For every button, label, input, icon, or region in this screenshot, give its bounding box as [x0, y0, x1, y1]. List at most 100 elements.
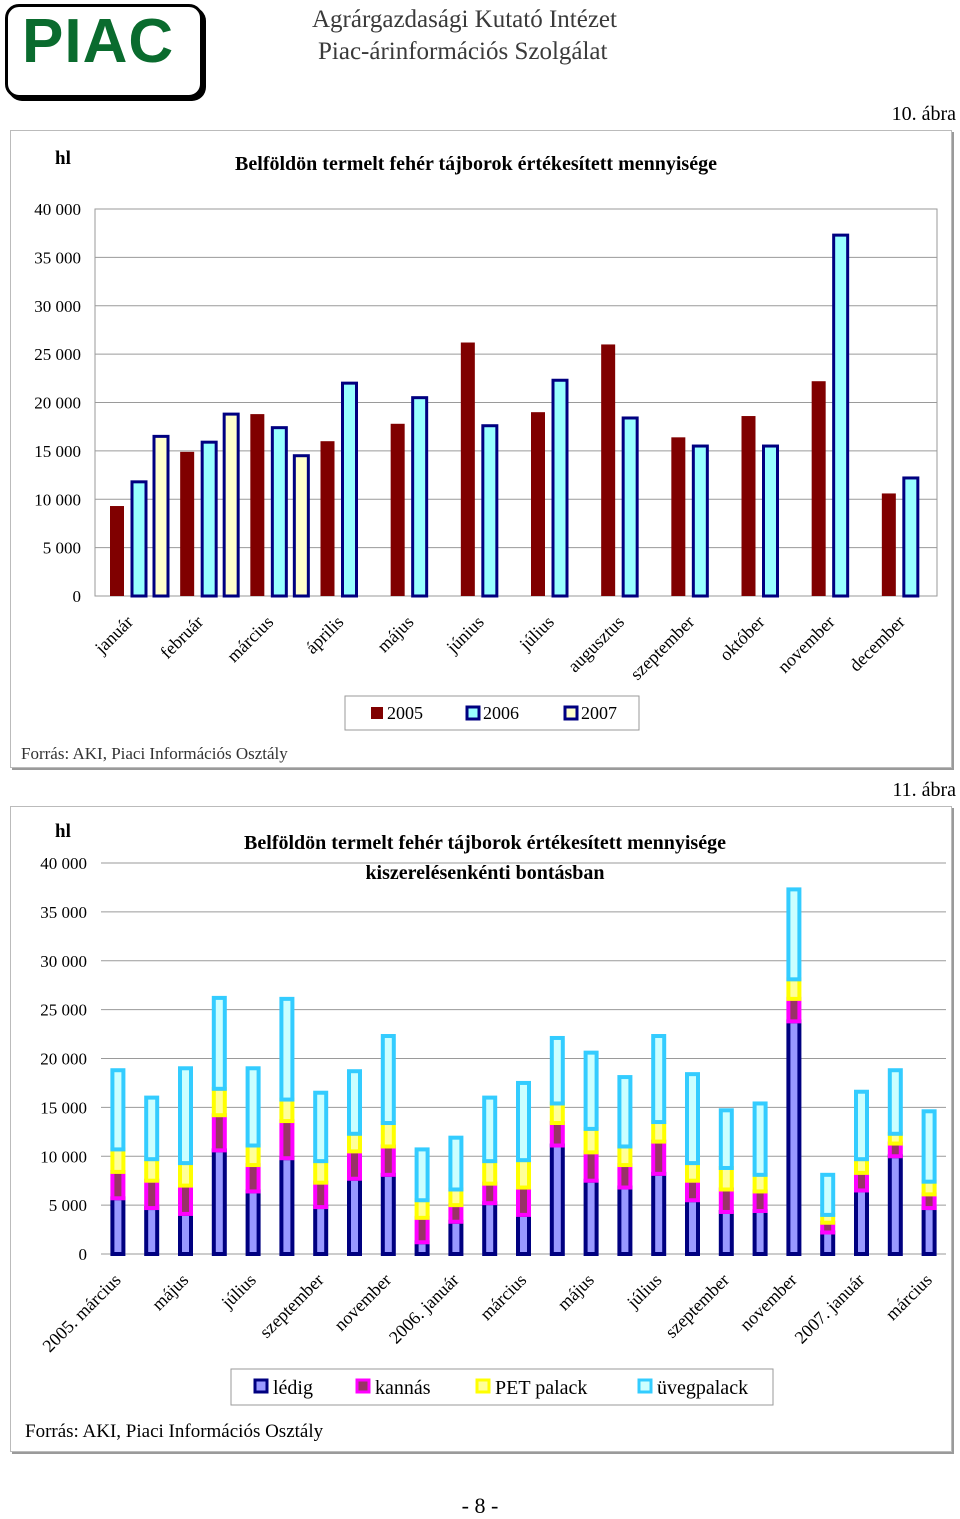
bar-2005-március — [250, 414, 265, 596]
bar-lédig — [516, 1212, 531, 1256]
bar-2006-január — [130, 480, 148, 598]
bar-kannás — [178, 1183, 193, 1216]
bar-kannás — [211, 1113, 227, 1153]
bar-lédig — [854, 1188, 869, 1256]
bar-kannás — [854, 1170, 869, 1193]
chart-10-x-tick-label: április — [301, 612, 347, 658]
bar-2007-január — [152, 434, 170, 598]
bar-üvegpalack — [178, 1066, 193, 1166]
bar-üvegpalack — [685, 1072, 700, 1166]
bar-kannás — [414, 1215, 430, 1245]
bar-üvegpalack — [516, 1080, 531, 1163]
bar-kannás — [482, 1181, 498, 1206]
chart-10-x-tick-label: június — [442, 612, 488, 658]
bar-2006-április — [341, 381, 358, 598]
bar-üvegpalack — [144, 1095, 160, 1162]
chart-11-x-tick-label: november — [736, 1270, 801, 1335]
bar-lédig — [651, 1171, 667, 1256]
bar-üvegpalack — [887, 1068, 903, 1136]
bar-üvegpalack — [380, 1034, 396, 1126]
figure-10-label: 10. ábra — [891, 103, 956, 125]
bar-2005-január — [110, 506, 124, 596]
chart-10-x-tick-label: január — [90, 612, 137, 659]
bar-2006-október — [762, 444, 779, 598]
bar-lédig — [820, 1230, 836, 1256]
chart-11-x-tick-label: július — [217, 1270, 260, 1313]
bar-kannás — [347, 1149, 362, 1181]
chart-10-x-tick-label: augusztus — [564, 612, 628, 676]
chart-10-y-tick-label: 25 000 — [34, 345, 81, 364]
bar-PET palack — [448, 1187, 464, 1208]
chart-11-x-tick-label: május — [553, 1270, 598, 1315]
bar-lédig — [921, 1206, 937, 1256]
bar-2007-március — [292, 454, 310, 598]
bar-PET palack — [752, 1172, 768, 1194]
bar-2006-június — [481, 424, 499, 598]
chart-10-y-tick-label: 10 000 — [34, 490, 81, 509]
bar-üvegpalack — [245, 1066, 261, 1148]
chart-11-y-tick-label: 25 000 — [40, 1001, 87, 1020]
bar-kannás — [786, 996, 802, 1024]
bar-2006-március — [270, 426, 288, 598]
bar-PET palack — [313, 1159, 329, 1185]
bar-üvegpalack — [482, 1095, 498, 1164]
bar-kannás — [110, 1169, 126, 1201]
bar-lédig — [245, 1189, 261, 1257]
bar-üvegpalack — [786, 887, 802, 982]
bar-2005-május — [390, 423, 405, 596]
bar-lédig — [178, 1211, 193, 1256]
bar-2005-október — [741, 416, 756, 596]
bar-lédig — [482, 1201, 498, 1257]
bar-üvegpalack — [448, 1135, 464, 1192]
legend-swatch-PET-palack — [475, 1378, 491, 1394]
bar-üvegpalack — [854, 1089, 869, 1162]
bar-PET palack — [651, 1120, 667, 1144]
legend-label-2005: 2005 — [387, 703, 423, 723]
bar-2006-szeptember — [691, 444, 709, 598]
bar-lédig — [786, 1019, 802, 1256]
chart-10-y-tick-label: 0 — [73, 587, 82, 606]
bar-PET palack — [380, 1121, 396, 1149]
bar-2007-február — [222, 412, 240, 598]
bar-kannás — [651, 1139, 667, 1176]
bar-kannás — [617, 1163, 633, 1190]
bar-üvegpalack — [549, 1035, 565, 1106]
legend-swatch-lédig — [253, 1378, 269, 1394]
bar-2006-február — [200, 440, 218, 598]
bar-üvegpalack — [279, 996, 295, 1102]
bar-2006-május — [411, 396, 429, 598]
bar-PET palack — [718, 1165, 734, 1192]
chart-11-y-tick-label: 40 000 — [40, 854, 87, 873]
chart-10-x-tick-label: november — [774, 612, 839, 677]
bar-lédig — [380, 1172, 396, 1257]
chart-11-x-tick-label: 2005. március — [38, 1270, 124, 1356]
bar-üvegpalack — [583, 1050, 599, 1131]
chart-11-y-tick-label: 30 000 — [40, 952, 87, 971]
chart-11-x-tick-label: 2006. január — [385, 1270, 463, 1348]
bar-2005-december — [881, 493, 896, 596]
chart-10-y-tick-label: 20 000 — [34, 394, 81, 413]
bar-PET palack — [178, 1161, 193, 1188]
bar-kannás — [549, 1121, 565, 1148]
chart-11-x-tick-label: május — [148, 1270, 193, 1315]
legend-label-kannás: kannás — [375, 1377, 431, 1399]
bar-üvegpalack — [110, 1068, 126, 1152]
bar-PET palack — [549, 1101, 565, 1126]
chart-10-y-tick-label: 40 000 — [34, 200, 81, 219]
bar-kannás — [921, 1192, 937, 1211]
bar-üvegpalack — [211, 995, 227, 1091]
legend-swatch-2005 — [371, 707, 383, 719]
bar-PET palack — [854, 1157, 869, 1175]
bar-PET palack — [211, 1086, 227, 1118]
bar-lédig — [583, 1178, 599, 1256]
bar-kannás — [279, 1119, 295, 1161]
bar-2005-február — [180, 451, 195, 596]
chart-11-x-tick-label: szeptember — [255, 1270, 327, 1342]
chart-11-x-tick-label: március — [881, 1270, 935, 1324]
bar-PET palack — [245, 1143, 261, 1168]
figure-11-chart: 0 5 000 10 000 15 000 20 000 25 000 30 000 35 0… — [25, 821, 946, 1442]
chart-11-y-tick-label: 10 000 — [40, 1147, 87, 1166]
chart-10-y-tick-label: 30 000 — [34, 297, 81, 316]
chart-10-y-unit: hl — [55, 148, 71, 169]
chart-11-y-tick-label: 0 — [79, 1245, 88, 1264]
